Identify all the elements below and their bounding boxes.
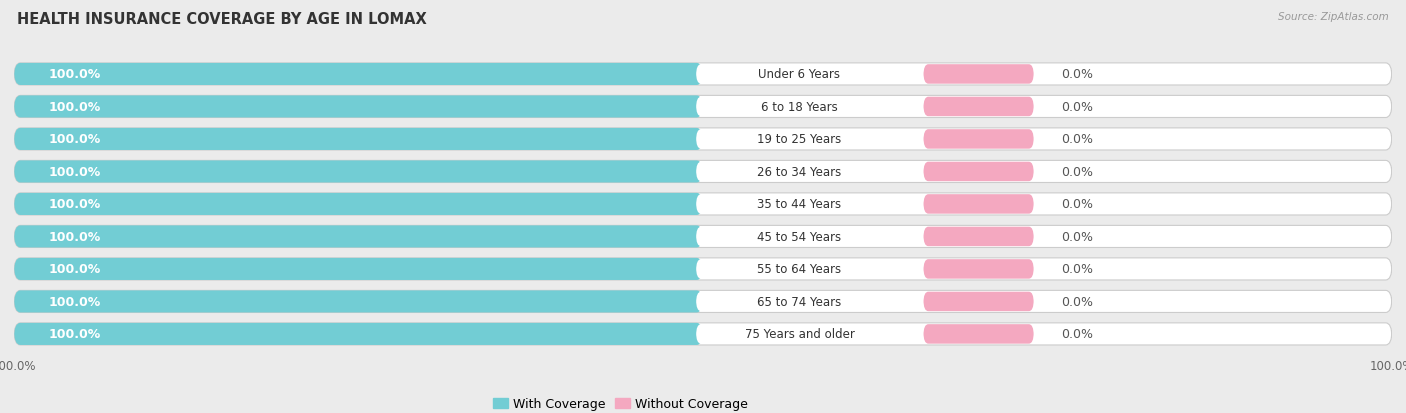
FancyBboxPatch shape — [14, 226, 703, 248]
FancyBboxPatch shape — [696, 162, 903, 182]
FancyBboxPatch shape — [14, 96, 1392, 118]
Text: 100.0%: 100.0% — [48, 68, 101, 81]
Text: 100.0%: 100.0% — [48, 166, 101, 178]
FancyBboxPatch shape — [924, 130, 1033, 150]
Text: Source: ZipAtlas.com: Source: ZipAtlas.com — [1278, 12, 1389, 22]
FancyBboxPatch shape — [696, 227, 903, 247]
FancyBboxPatch shape — [696, 292, 903, 311]
FancyBboxPatch shape — [924, 292, 1033, 311]
FancyBboxPatch shape — [696, 97, 903, 117]
Text: 0.0%: 0.0% — [1062, 133, 1094, 146]
FancyBboxPatch shape — [14, 161, 1392, 183]
Text: Under 6 Years: Under 6 Years — [758, 68, 841, 81]
Legend: With Coverage, Without Coverage: With Coverage, Without Coverage — [488, 392, 754, 413]
FancyBboxPatch shape — [14, 193, 703, 216]
Text: 0.0%: 0.0% — [1062, 230, 1094, 243]
Text: 6 to 18 Years: 6 to 18 Years — [761, 101, 838, 114]
Text: 35 to 44 Years: 35 to 44 Years — [758, 198, 842, 211]
Text: 0.0%: 0.0% — [1062, 101, 1094, 114]
FancyBboxPatch shape — [696, 65, 903, 85]
FancyBboxPatch shape — [924, 97, 1033, 117]
FancyBboxPatch shape — [14, 161, 703, 183]
FancyBboxPatch shape — [14, 226, 1392, 248]
Text: 75 Years and older: 75 Years and older — [745, 328, 855, 341]
Text: 19 to 25 Years: 19 to 25 Years — [758, 133, 842, 146]
FancyBboxPatch shape — [14, 193, 1392, 216]
Text: 0.0%: 0.0% — [1062, 68, 1094, 81]
FancyBboxPatch shape — [924, 227, 1033, 247]
FancyBboxPatch shape — [14, 291, 703, 313]
Text: 0.0%: 0.0% — [1062, 328, 1094, 341]
Text: 0.0%: 0.0% — [1062, 295, 1094, 308]
Text: HEALTH INSURANCE COVERAGE BY AGE IN LOMAX: HEALTH INSURANCE COVERAGE BY AGE IN LOMA… — [17, 12, 426, 27]
Text: 0.0%: 0.0% — [1062, 166, 1094, 178]
Text: 100.0%: 100.0% — [48, 198, 101, 211]
Text: 0.0%: 0.0% — [1062, 198, 1094, 211]
Text: 55 to 64 Years: 55 to 64 Years — [758, 263, 842, 276]
FancyBboxPatch shape — [14, 323, 703, 345]
FancyBboxPatch shape — [696, 324, 903, 344]
FancyBboxPatch shape — [14, 64, 1392, 86]
FancyBboxPatch shape — [14, 258, 703, 280]
FancyBboxPatch shape — [14, 323, 1392, 345]
Text: 100.0%: 100.0% — [48, 328, 101, 341]
FancyBboxPatch shape — [924, 162, 1033, 182]
FancyBboxPatch shape — [14, 291, 1392, 313]
Text: 45 to 54 Years: 45 to 54 Years — [758, 230, 842, 243]
FancyBboxPatch shape — [14, 128, 1392, 151]
Text: 0.0%: 0.0% — [1062, 263, 1094, 276]
FancyBboxPatch shape — [924, 259, 1033, 279]
Text: 100.0%: 100.0% — [48, 263, 101, 276]
FancyBboxPatch shape — [924, 195, 1033, 214]
FancyBboxPatch shape — [696, 130, 903, 150]
Text: 100.0%: 100.0% — [48, 295, 101, 308]
Text: 100.0%: 100.0% — [48, 101, 101, 114]
Text: 65 to 74 Years: 65 to 74 Years — [758, 295, 842, 308]
FancyBboxPatch shape — [924, 324, 1033, 344]
FancyBboxPatch shape — [14, 258, 1392, 280]
FancyBboxPatch shape — [14, 128, 703, 151]
Text: 26 to 34 Years: 26 to 34 Years — [758, 166, 842, 178]
FancyBboxPatch shape — [14, 64, 703, 86]
FancyBboxPatch shape — [696, 195, 903, 214]
FancyBboxPatch shape — [924, 65, 1033, 85]
Text: 100.0%: 100.0% — [48, 133, 101, 146]
Text: 100.0%: 100.0% — [48, 230, 101, 243]
FancyBboxPatch shape — [14, 96, 703, 118]
FancyBboxPatch shape — [696, 259, 903, 279]
